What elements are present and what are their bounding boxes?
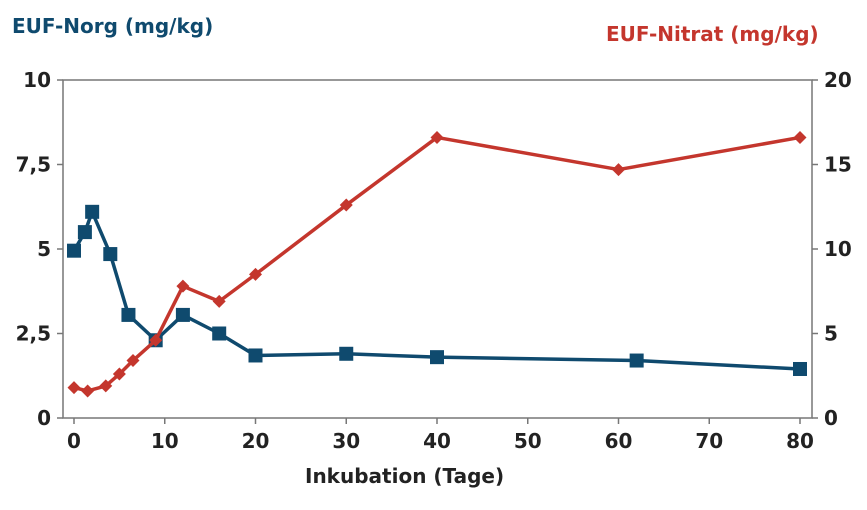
norg-data-point [629,353,644,368]
y-right-tick-label: 10 [824,237,852,261]
norg-data-point [793,361,807,376]
nitrat-data-point [212,294,226,308]
norg-data-point [103,247,118,262]
x-tick-label: 50 [514,429,542,453]
nitrat-data-point [112,367,126,381]
y-left-tick-label: 2,5 [16,322,51,346]
nitrat-data-point [67,381,81,395]
x-tick-label: 80 [786,429,814,453]
norg-data-point [339,346,354,361]
x-tick-label: 0 [67,429,81,453]
left-axis-title: EUF-Norg (mg/kg) [12,14,214,38]
norg-data-point [77,225,92,240]
nitrat-data-point [339,198,353,212]
norg-data-point [212,326,227,341]
nitrat-data-point [126,354,140,368]
y-left-tick-label: 5 [37,237,51,261]
y-right-tick-label: 15 [824,153,852,177]
norg-data-point [121,307,136,322]
y-left-tick-label: 10 [23,68,51,92]
y-left-tick-label: 0 [37,406,51,430]
x-tick-label: 70 [695,429,723,453]
y-right-tick-label: 0 [824,406,838,430]
nitrat-data-point [430,130,444,144]
x-tick-label: 60 [605,429,633,453]
plot-frame [62,79,813,419]
x-tick-label: 40 [423,429,451,453]
x-tick-label: 20 [242,429,270,453]
norg-data-point [430,350,444,365]
y-left-tick-label: 7,5 [16,153,51,177]
norg-data-point [67,243,81,258]
nitrat-data-point [149,333,163,347]
x-tick-label: 10 [151,429,179,453]
nitrat-data-point [249,267,262,281]
nitrat-data-point [793,130,807,144]
nitrat-data-point [176,279,190,293]
nitrat-data-point [612,163,625,177]
norg-data-point [248,348,263,363]
x-axis-title: Inkubation (Tage) [305,464,505,488]
nitrat-data-point [99,379,113,393]
x-tick-label: 30 [332,429,360,453]
y-right-tick-label: 20 [824,68,852,92]
norg-data-point [175,307,190,322]
norg-data-point [85,204,100,219]
y-right-tick-label: 5 [824,322,838,346]
nitrat-data-point [81,384,95,398]
right-axis-title: EUF-Nitrat (mg/kg) [606,22,819,46]
